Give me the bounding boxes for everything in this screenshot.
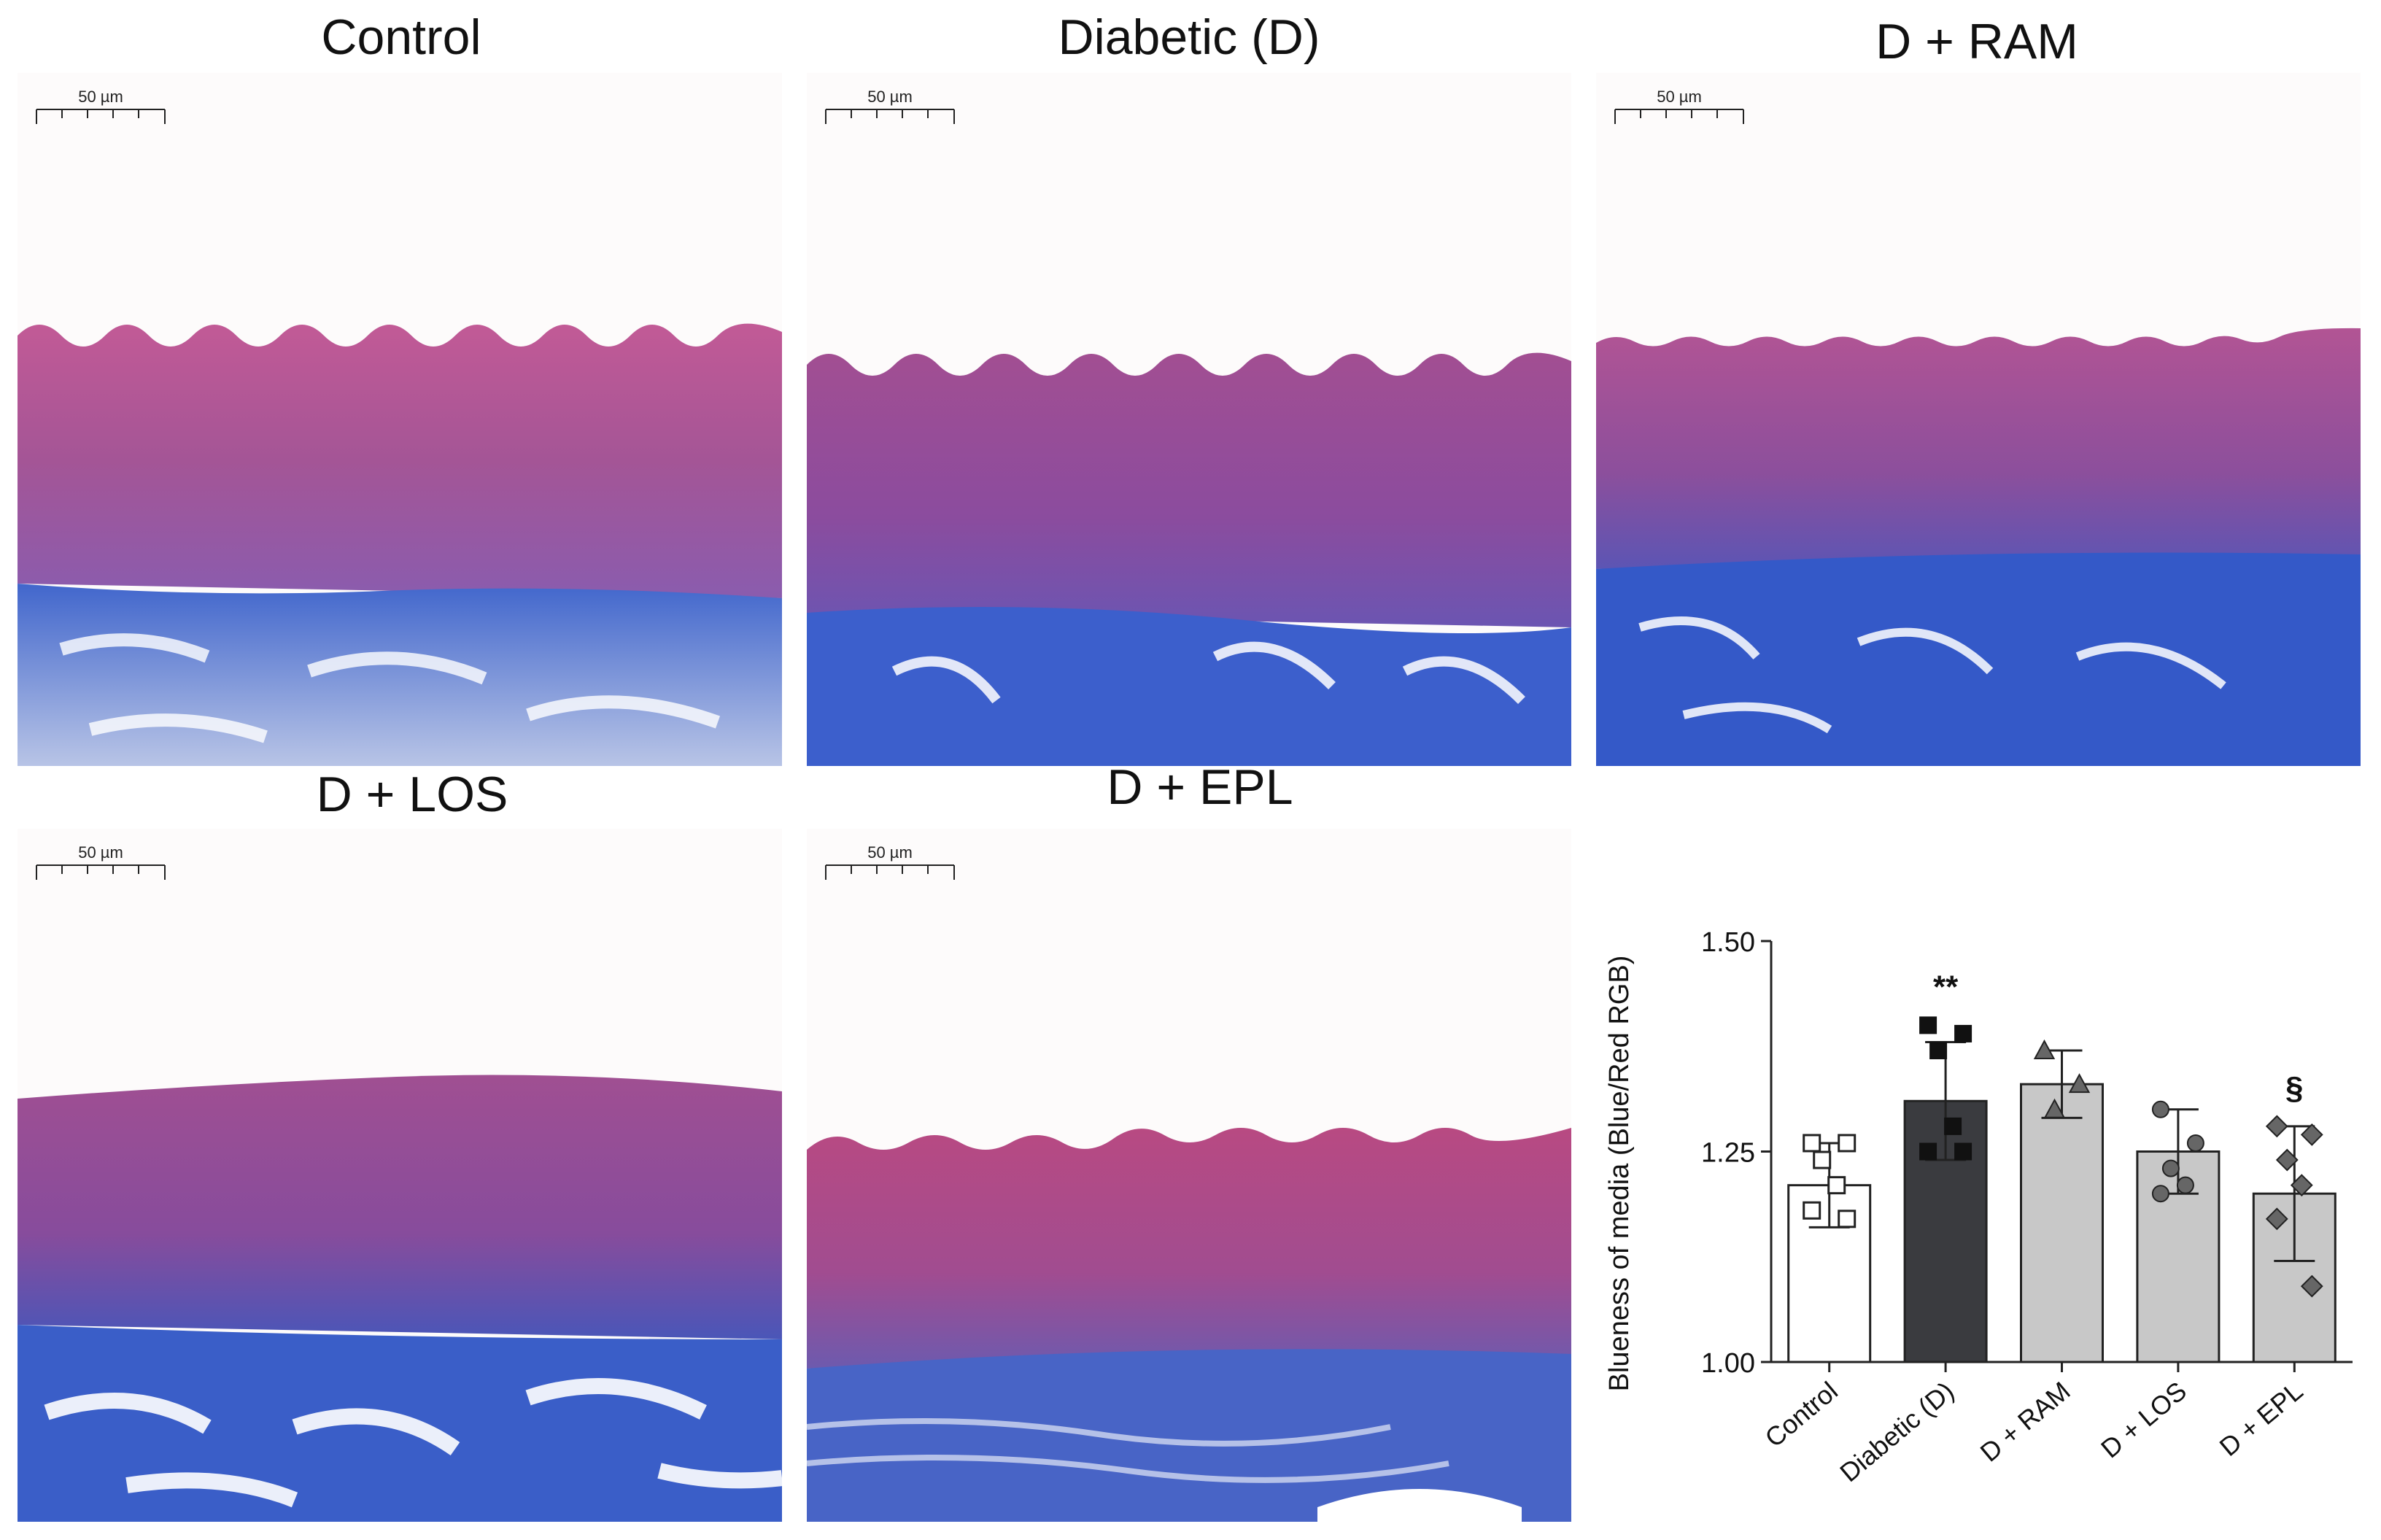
- data-point: [1954, 1024, 1972, 1042]
- panel-title-diabetic: Diabetic (D): [1058, 9, 1320, 65]
- tissue-illustration: [18, 73, 782, 766]
- scale-bar-label: 50 µm: [78, 88, 123, 106]
- scale-bar: 50 µm: [35, 843, 166, 887]
- scale-bar: 50 µm: [1614, 88, 1745, 131]
- data-point: [2265, 1207, 2288, 1231]
- histology-image-ram: 50 µm: [1596, 73, 2361, 766]
- data-point: [2161, 1159, 2180, 1177]
- data-point: [1929, 1042, 1948, 1060]
- x-tick-label: D + EPL: [2214, 1376, 2309, 1462]
- tissue-illustration: [1596, 73, 2361, 766]
- y-tick-label: 1.50: [1701, 927, 1755, 958]
- scale-bar-label: 50 µm: [78, 843, 123, 862]
- scale-bar-label: 50 µm: [867, 88, 913, 106]
- histology-image-epl: 50 µm: [807, 829, 1571, 1522]
- x-tick-label: Diabetic (D): [1834, 1376, 1959, 1488]
- data-point: [2151, 1185, 2169, 1203]
- panel-title-epl: D + EPL: [1107, 759, 1293, 815]
- x-tick-label: D + RAM: [1975, 1376, 2076, 1468]
- data-point: [2300, 1274, 2323, 1298]
- scale-bar-label: 50 µm: [867, 843, 913, 862]
- data-point: [1813, 1150, 1832, 1169]
- data-point: [1827, 1176, 1846, 1195]
- x-tick-label: D + LOS: [2095, 1376, 2192, 1464]
- scale-bar: 50 µm: [824, 88, 956, 131]
- data-point: [1838, 1210, 1857, 1228]
- data-point: [2033, 1039, 2056, 1060]
- histology-image-control: 50 µm: [18, 73, 782, 766]
- data-point: [2151, 1100, 2169, 1118]
- scale-bar-label: 50 µm: [1657, 88, 1702, 106]
- data-point: [2068, 1073, 2091, 1094]
- y-tick-label: 1.00: [1701, 1348, 1755, 1379]
- significance-label: §: [2285, 1070, 2303, 1106]
- significance-label: **: [1933, 969, 1959, 1005]
- data-point: [1919, 1016, 1937, 1034]
- data-point: [1803, 1134, 1821, 1153]
- scale-bar: 50 µm: [35, 88, 166, 131]
- data-point: [2186, 1134, 2204, 1152]
- data-point: [1838, 1134, 1857, 1153]
- tissue-illustration: [18, 829, 782, 1522]
- chart-svg: 1.00 1.25 1.50 Blueness of media (Blue/Red …: [1604, 927, 2353, 1488]
- data-point: [2290, 1174, 2313, 1197]
- data-point: [1919, 1142, 1937, 1161]
- panel-title-los: D + LOS: [316, 767, 508, 822]
- data-point: [2265, 1115, 2288, 1138]
- data-point: [1803, 1201, 1821, 1220]
- y-tick-label: 1.25: [1701, 1138, 1755, 1169]
- x-tick-label: Control: [1759, 1376, 1843, 1453]
- histology-image-los: 50 µm: [18, 829, 782, 1522]
- data-point: [2300, 1123, 2323, 1146]
- data-point: [1944, 1117, 1962, 1135]
- blueness-bar-chart: 1.00 1.25 1.50 Blueness of media (Blue/Red …: [1583, 854, 2378, 1536]
- histology-image-diabetic: 50 µm: [807, 73, 1571, 766]
- tissue-illustration: [807, 73, 1571, 766]
- tissue-illustration: [807, 829, 1571, 1522]
- data-point: [2176, 1176, 2194, 1194]
- data-point: [2043, 1098, 2066, 1118]
- bar-2: [2020, 1083, 2104, 1363]
- panel-title-control: Control: [321, 9, 481, 65]
- data-point: [2275, 1148, 2299, 1172]
- y-axis-label: Blueness of media (Blue/Red RGB): [1604, 956, 1635, 1392]
- data-point: [1954, 1142, 1972, 1161]
- scale-bar: 50 µm: [824, 843, 956, 887]
- panel-title-ram: D + RAM: [1875, 14, 2078, 69]
